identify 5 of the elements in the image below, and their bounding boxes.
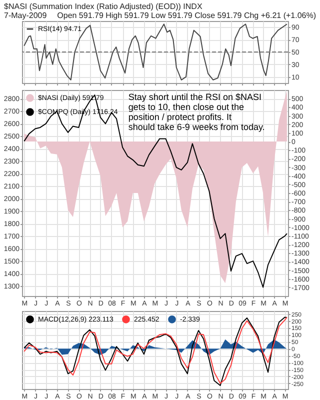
- text: 7-May-2009: [4, 11, 47, 20]
- chart-title: $NASI (Summation Index (Ratio Adjusted) (EOD)) INDX: [4, 2, 204, 11]
- chart-subtitle: Open 591.79 High 591.79 Low 591.79 Close 591.79 Chg +6.21 (+1.06%): [57, 11, 316, 20]
- line-series: [24, 24, 288, 80]
- annotation: Stay short until the RSI on $NASI gets to 10, then close out the position / protect profits. It should take 6-9 weeks from today.: [128, 92, 265, 132]
